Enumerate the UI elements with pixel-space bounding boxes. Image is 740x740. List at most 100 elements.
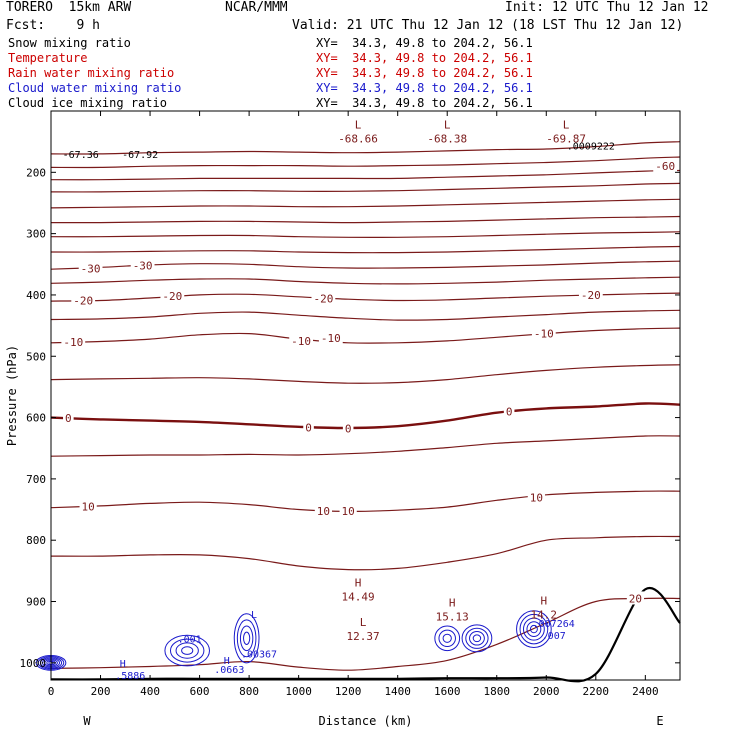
isotherm-label-10: -60 <box>655 160 675 173</box>
isotherm-label-19-bg <box>626 591 645 605</box>
cloud-water-ring-2-2 <box>239 625 254 652</box>
extremum-letter-6: L <box>563 118 570 131</box>
isotherm-label-12: 0 <box>305 421 312 434</box>
isotherm-label-8-bg <box>318 330 343 344</box>
isotherm-label-14-bg <box>503 404 515 418</box>
y-tick-label-4: 600 <box>26 412 46 425</box>
x-tick-label-7: 1400 <box>384 685 411 698</box>
isotherm-label-18: 10 <box>530 491 543 504</box>
legend-xy-temperature: XY= 34.3, 49.8 to 204.2, 56.1 <box>316 51 533 65</box>
cloud-water-ring-2-1 <box>243 631 251 645</box>
hydrometeor-label-4: H <box>224 656 230 667</box>
hydrometeor-label-0: .001 <box>178 634 202 645</box>
y-tick-label-2: 400 <box>26 289 46 302</box>
isotherm-line-12 <box>50 327 681 344</box>
isotherm-label-13-bg <box>342 421 354 435</box>
legend-xy-rain: XY= 34.3, 49.8 to 204.2, 56.1 <box>316 66 533 80</box>
extremum-letter-0: H <box>355 576 362 589</box>
cloud-water-ring-1-2 <box>175 642 199 659</box>
isotherm-label-3-bg <box>160 289 185 303</box>
hydrometeor-label-8: .007 <box>542 631 566 642</box>
x-tick-label-12: 2400 <box>632 685 659 698</box>
plot-frame <box>50 110 681 681</box>
cloud-water-ring-1-1 <box>181 646 194 655</box>
isotherm-line-18 <box>50 597 681 671</box>
cloud-water-ring-5-4 <box>519 613 549 645</box>
hydrometeor-label-6: L <box>251 610 257 621</box>
cloud-water-ring-1-3 <box>169 638 205 663</box>
hydrometeor-label-1: .00367 <box>241 650 277 661</box>
extremum-value-1: 12.37 <box>346 630 379 643</box>
overlay-label-0: -67.36 <box>63 150 99 161</box>
extremum-value-2: 15.13 <box>436 611 469 624</box>
isotherm-label-5-bg <box>578 287 603 301</box>
isotherm-label-6-bg <box>61 335 86 349</box>
extremum-value-4: -68.66 <box>338 132 378 145</box>
y-tick-label-3: 500 <box>26 350 46 363</box>
y-tick-label-5: 700 <box>26 473 46 486</box>
x-tick-label-10: 2000 <box>533 685 560 698</box>
isotherm-label-14: 0 <box>506 405 513 418</box>
isotherm-label-12-bg <box>303 420 314 434</box>
terrain-line <box>50 586 681 683</box>
isotherm-line-13 <box>50 364 681 384</box>
isotherm-line-16 <box>50 490 681 513</box>
cloud-water-ring-4-4 <box>461 624 493 653</box>
extremum-letter-2: H <box>449 597 456 610</box>
x-tick-label-5: 1000 <box>285 685 312 698</box>
extremum-letter-4: L <box>355 118 362 131</box>
isotherm-label-5: -20 <box>581 289 601 302</box>
extremum-value-0: 14.49 <box>342 590 375 603</box>
cloud-water-ring-5-5 <box>516 610 552 649</box>
isotherm-line-4 <box>50 198 681 209</box>
isotherm-label-15-bg <box>79 499 97 513</box>
extremum-value-6: -69.87 <box>546 132 586 145</box>
x-axis-label: Distance (km) <box>319 714 413 728</box>
y-tick-label-1: 300 <box>26 228 46 241</box>
isotherm-line-3 <box>50 182 681 193</box>
isotherm-label-3: -20 <box>162 290 182 303</box>
isotherm-label-6: -10 <box>63 336 83 349</box>
isotherm-line-17 <box>50 535 681 571</box>
isotherm-label-8: -10 <box>321 332 341 345</box>
isotherm-label-17-bg <box>339 503 357 517</box>
cloud-water-ring-2-3 <box>236 619 257 658</box>
legend-label-snow: Snow mixing ratio <box>8 36 131 50</box>
cloud-water-ring-4-2 <box>469 631 485 646</box>
forecast-hour: Fcst: 9 h <box>6 18 100 33</box>
isotherm-label-19: 20 <box>629 592 642 605</box>
isotherm-label-4-bg <box>311 291 336 305</box>
axes: 0 200 400 600 800 1000 1200 1400 1600 1800 2000 220… <box>5 110 681 728</box>
legend-xy-cloud-ice: XY= 34.3, 49.8 to 204.2, 56.1 <box>316 96 533 110</box>
cloud-water-ring-3-1 <box>442 633 452 643</box>
x-tick-label-0: 0 <box>48 685 55 698</box>
cloud-water-ring-5-1 <box>529 624 538 634</box>
cloud-water-ring-3-3 <box>434 625 461 652</box>
x-tick-label-4: 800 <box>239 685 259 698</box>
y-tick-label-0: 200 <box>26 166 46 179</box>
legend-label-temperature: Temperature <box>8 51 88 65</box>
isotherm-label-1: -30 <box>133 260 153 273</box>
extremum-letter-5: L <box>444 118 451 131</box>
x-tick-label-9: 1800 <box>483 685 510 698</box>
isotherm-label-11-bg <box>63 411 74 425</box>
extremum-letter-1: L <box>360 616 367 629</box>
y-tick-label-6: 800 <box>26 534 46 547</box>
isotherm-label-16: 10 <box>317 505 330 518</box>
isotherm-label-16-bg <box>314 503 333 517</box>
terrain <box>50 586 681 683</box>
isotherm-label-15: 10 <box>82 500 95 513</box>
legend-xy-cloud-water: XY= 34.3, 49.8 to 204.2, 56.1 <box>316 81 533 95</box>
isotherm-label-7-bg <box>289 333 314 347</box>
isotherm-line-1 <box>50 156 681 169</box>
isotherm-label-11: 0 <box>65 412 72 425</box>
cloud-water-ring-4-1 <box>472 634 482 643</box>
cloud-water-ring-5-3 <box>522 617 545 641</box>
cloud-water-ring-4-3 <box>465 627 489 649</box>
isotherm-label-9: -10 <box>534 328 554 341</box>
isotherm-label-18-bg <box>527 490 545 504</box>
hydrometeor-label-7: .007264 <box>533 619 575 630</box>
y-tick-label-8: 1000 <box>20 657 47 670</box>
